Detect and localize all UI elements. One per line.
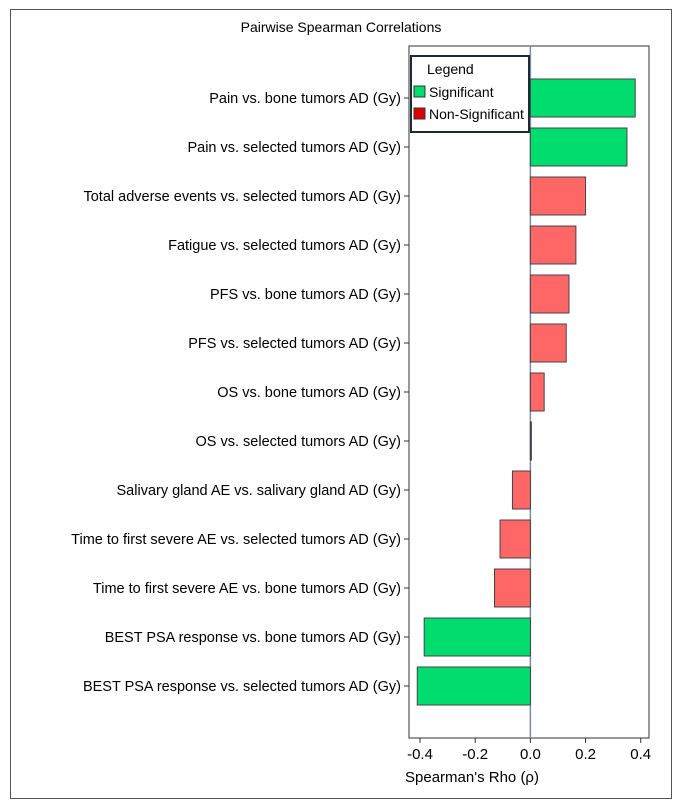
- legend-box: [410, 55, 530, 133]
- y-tick-label: PFS vs. selected tumors AD (Gy): [188, 336, 401, 352]
- x-tick-label: 0.0: [520, 746, 541, 763]
- bar-6: [529, 323, 567, 363]
- bar-13: [416, 666, 531, 706]
- chart-svg: Pairwise Spearman Correlations Pain vs. …: [71, 19, 651, 786]
- x-axis-label: Spearman's Rho (ρ): [405, 769, 539, 786]
- y-tick-label: Fatigue vs. selected tumors AD (Gy): [168, 238, 401, 254]
- y-tick-label: BEST PSA response vs. selected tumors AD…: [83, 679, 401, 695]
- y-tick-label: PFS vs. bone tumors AD (Gy): [210, 287, 401, 303]
- bar-8: [529, 421, 532, 461]
- legend-swatch-1: [413, 85, 426, 98]
- y-tick-label: Time to first severe AE vs. bone tumors …: [93, 581, 401, 597]
- bar-4: [529, 225, 577, 265]
- bar-11: [494, 568, 531, 608]
- x-tick-label: -0.4: [407, 746, 433, 763]
- y-tick-label: BEST PSA response vs. bone tumors AD (Gy…: [105, 630, 401, 646]
- bar-2: [529, 127, 628, 167]
- legend-swatch-2: [413, 107, 426, 120]
- bar-9: [511, 470, 531, 510]
- bar-12: [423, 617, 531, 657]
- legend-entry-2: Non-Significant: [429, 106, 524, 122]
- y-tick-label: Total adverse events vs. selected tumors…: [83, 189, 401, 205]
- chart-frame: Pairwise Spearman Correlations Pain vs. …: [10, 9, 672, 799]
- bar-10: [499, 519, 531, 559]
- plot-area: Pain vs. bone tumors AD (Gy) Pain vs. sel…: [71, 45, 651, 763]
- y-tick-label: OS vs. bone tumors AD (Gy): [217, 385, 401, 401]
- y-tick-label: OS vs. selected tumors AD (Gy): [196, 434, 401, 450]
- legend-entry-1: Significant: [429, 84, 494, 100]
- y-tick-label: Pain vs. bone tumors AD (Gy): [209, 91, 401, 107]
- y-tick-label: Salivary gland AE vs. salivary gland AD …: [117, 483, 401, 499]
- legend-title: Legend: [427, 61, 474, 77]
- bar-3: [529, 176, 587, 216]
- y-tick-label: Pain vs. selected tumors AD (Gy): [187, 140, 401, 156]
- bar-7: [529, 372, 545, 412]
- x-tick-label: 0.4: [630, 746, 651, 763]
- legend: Legend Significant Non-Significant: [410, 55, 530, 133]
- x-tick-label: 0.2: [575, 746, 596, 763]
- y-tick-label: Time to first severe AE vs. selected tum…: [71, 532, 401, 548]
- bar-1: [529, 78, 636, 118]
- bar-5: [529, 274, 570, 314]
- x-tick-label: -0.2: [462, 746, 488, 763]
- chart-title: Pairwise Spearman Correlations: [241, 19, 442, 35]
